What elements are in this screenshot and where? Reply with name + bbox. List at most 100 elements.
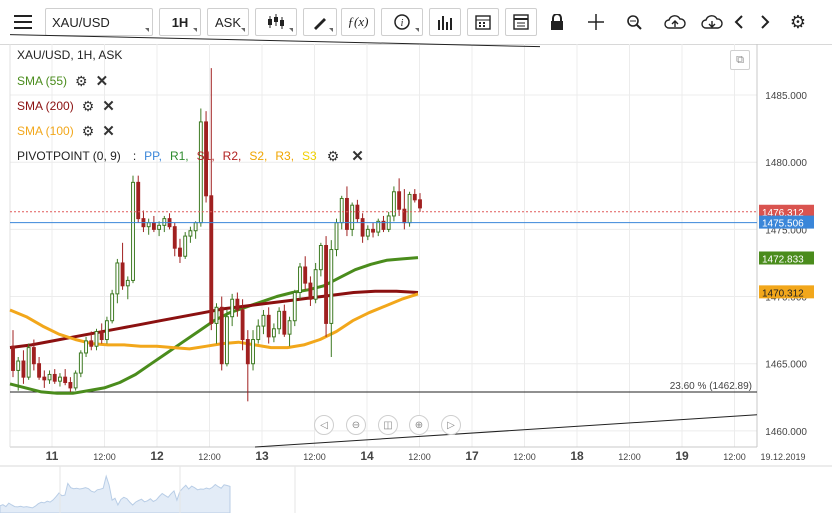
legend-pivotpoint: PIVOTPOINT (0, 9) : PP, R1, S1, R2, S2, R3, S3… — [17, 147, 368, 166]
x-tick-label: 13 — [255, 449, 269, 463]
x-tick-label: 19.12.2019 — [760, 452, 805, 462]
trendline-lower — [254, 414, 758, 448]
function-button[interactable]: ƒ(x) — [341, 8, 375, 36]
lock-button[interactable] — [545, 8, 569, 36]
candle-body — [235, 298, 240, 311]
x-tick-label: 12:00 — [408, 452, 431, 462]
candle-body — [402, 208, 407, 224]
candle-body — [339, 197, 344, 224]
scroll-left-button[interactable]: ◁ — [314, 415, 334, 435]
price-side-select[interactable]: ASK — [207, 8, 249, 36]
template-button[interactable] — [505, 8, 537, 36]
volume-button[interactable] — [429, 8, 461, 36]
candle-body — [16, 360, 21, 371]
candle-body — [298, 266, 302, 294]
timeframe-select[interactable]: 1H — [159, 8, 201, 36]
chart-type-button[interactable] — [255, 8, 297, 36]
candle-body — [251, 339, 255, 365]
gear-icon[interactable]: ⚙ — [81, 122, 95, 139]
chart-title: XAU/USD, 1H, ASK — [17, 48, 123, 62]
legend-pivot-item: S1, — [196, 149, 215, 163]
scroll-right-button[interactable]: ▷ — [441, 415, 461, 435]
download-button[interactable] — [697, 8, 727, 36]
candle-body — [219, 306, 224, 365]
close-icon[interactable]: ✕ — [351, 148, 364, 165]
prev-button[interactable] — [728, 8, 750, 36]
x-tick-label: 11 — [46, 449, 59, 463]
timeframe-label: 1H — [171, 14, 189, 30]
candle-body — [37, 363, 42, 378]
close-icon[interactable]: ✕ — [95, 73, 109, 90]
candle-body — [68, 382, 73, 389]
legend-sma200-label: SMA (200) — [17, 99, 74, 113]
toolbar: XAU/USD 1H ASK ƒ(x) i — [0, 0, 832, 45]
symbol-label: XAU/USD — [52, 14, 110, 30]
chevron-down-icon — [289, 28, 293, 32]
crosshair-button[interactable] — [584, 8, 608, 36]
candle-body — [21, 360, 26, 378]
candle-body — [120, 262, 125, 287]
next-button[interactable] — [754, 8, 776, 36]
gear-icon[interactable]: ⚙ — [326, 147, 340, 164]
x-tick-label: 19 — [675, 449, 689, 463]
candle-body — [303, 266, 308, 284]
candle-body — [131, 181, 135, 281]
candle-body — [125, 279, 130, 287]
template-icon — [513, 14, 529, 30]
fit-button[interactable]: ◫ — [378, 415, 398, 435]
draw-button[interactable] — [303, 8, 337, 36]
gear-icon[interactable]: ⚙ — [81, 97, 95, 114]
settings-button[interactable]: ⚙ — [786, 8, 810, 36]
price-side-label: ASK — [214, 14, 241, 30]
volume-bars-icon — [438, 16, 452, 30]
zoom-button[interactable] — [622, 8, 646, 36]
legend-pivot-item: R1, — [169, 149, 189, 163]
candle-body — [256, 325, 261, 341]
candle-body — [58, 376, 62, 382]
zoom-out-button[interactable]: ⊖ — [346, 415, 366, 435]
candle-body — [261, 314, 266, 327]
candle-body — [151, 222, 156, 230]
upload-button[interactable] — [660, 8, 690, 36]
candle-body — [407, 193, 412, 224]
candle-body — [329, 249, 334, 324]
symbol-select[interactable]: XAU/USD — [45, 8, 153, 36]
x-tick-label: 12:00 — [303, 452, 326, 462]
candle-body — [412, 193, 417, 201]
ask-price-tag: 1476.312 — [762, 208, 804, 219]
candle-body — [26, 347, 31, 378]
close-icon[interactable]: ✕ — [102, 98, 115, 115]
candle-body — [89, 340, 94, 347]
zoom-in-button[interactable]: ⊕ — [409, 415, 429, 435]
sma200-price-tag: 1470.312 — [762, 288, 804, 299]
sma-line-0 — [9, 256, 419, 395]
candle-body — [240, 309, 245, 341]
calendar-button[interactable] — [467, 8, 499, 36]
candle-body — [282, 310, 287, 335]
candle-body — [52, 373, 57, 382]
candle-body — [84, 340, 88, 354]
candle-body — [418, 199, 422, 209]
candles-icon — [268, 14, 284, 29]
candle-body — [178, 247, 182, 257]
expand-icon[interactable]: ⧉ — [730, 50, 750, 70]
candle-body — [266, 314, 271, 338]
x-tick-label: 18 — [570, 449, 584, 463]
svg-text:i: i — [401, 18, 404, 29]
candle-body — [47, 373, 52, 381]
chevron-down-icon — [329, 28, 333, 32]
candle-body — [209, 195, 214, 324]
candle-body — [371, 228, 375, 233]
sma-lines — [9, 256, 419, 395]
candle-body — [381, 220, 386, 230]
legend-sma100-label: SMA (100) — [17, 124, 74, 138]
gear-icon[interactable]: ⚙ — [75, 72, 88, 89]
menu-icon[interactable] — [8, 8, 38, 36]
x-tick-label: 12 — [150, 449, 164, 463]
ask-price-tag-bg — [759, 204, 814, 218]
info-button[interactable]: i — [381, 8, 423, 36]
y-tick-label: 1480.000 — [765, 158, 807, 169]
legend-pivot-label: PIVOTPOINT (0, 9) — [17, 149, 121, 163]
close-icon[interactable]: ✕ — [102, 123, 115, 140]
